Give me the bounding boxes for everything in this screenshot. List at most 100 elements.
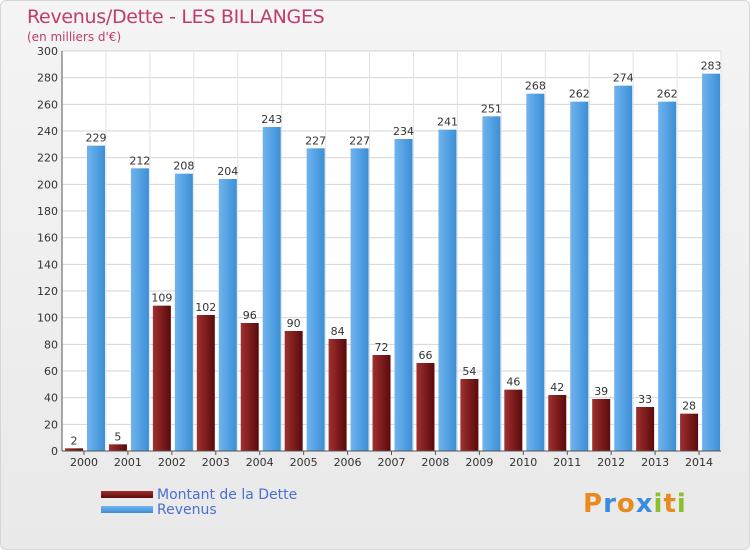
logo-letter: x bbox=[635, 489, 654, 519]
y-tick-label: 120 bbox=[37, 285, 58, 298]
bar-dette bbox=[284, 331, 303, 451]
legend-label-revenus: Revenus bbox=[157, 501, 217, 518]
y-tick-label: 240 bbox=[37, 125, 58, 138]
data-label-dette: 2 bbox=[71, 434, 78, 447]
data-label-revenus: 262 bbox=[569, 88, 590, 101]
data-label-dette: 42 bbox=[550, 381, 564, 394]
proxiti-logo: Proxiti bbox=[583, 489, 687, 519]
bar-dette bbox=[680, 413, 699, 451]
bar-revenus bbox=[658, 101, 677, 452]
bar-revenus bbox=[394, 139, 413, 451]
bar-revenus bbox=[218, 179, 237, 451]
x-tick-label: 2013 bbox=[641, 456, 669, 469]
bar-revenus bbox=[262, 127, 281, 451]
bar-dette bbox=[636, 407, 655, 451]
bar-dette bbox=[328, 339, 347, 451]
data-label-dette: 28 bbox=[682, 400, 696, 413]
x-tick-label: 2012 bbox=[597, 456, 625, 469]
data-label-dette: 84 bbox=[331, 325, 345, 338]
x-tick-label: 2006 bbox=[334, 456, 362, 469]
data-label-dette: 109 bbox=[151, 292, 172, 305]
logo-letter: i bbox=[653, 489, 664, 519]
x-tick-label: 2014 bbox=[685, 456, 713, 469]
logo-letter: i bbox=[676, 489, 687, 519]
x-tick-label: 2008 bbox=[421, 456, 449, 469]
y-tick-label: 60 bbox=[44, 365, 58, 378]
data-label-dette: 90 bbox=[287, 317, 301, 330]
y-tick-label: 260 bbox=[37, 98, 58, 111]
x-tick-label: 2003 bbox=[202, 456, 230, 469]
x-tick-label: 2000 bbox=[70, 456, 98, 469]
data-label-revenus: 241 bbox=[437, 116, 458, 129]
data-label-revenus: 204 bbox=[217, 165, 238, 178]
logo-letter: r bbox=[603, 489, 617, 519]
logo-letter: o bbox=[616, 489, 636, 519]
bar-dette bbox=[152, 305, 171, 451]
bar-dette bbox=[504, 389, 523, 451]
data-label-dette: 54 bbox=[462, 365, 476, 378]
logo-letter: P bbox=[583, 489, 604, 519]
data-label-revenus: 227 bbox=[305, 134, 326, 147]
data-label-dette: 66 bbox=[418, 349, 432, 362]
x-tick-label: 2005 bbox=[290, 456, 318, 469]
legend-item-revenus: Revenus bbox=[101, 502, 297, 517]
chart-subtitle: (en milliers d'€) bbox=[27, 30, 122, 44]
bar-dette bbox=[65, 448, 83, 451]
data-label-revenus: 208 bbox=[173, 160, 194, 173]
data-label-dette: 46 bbox=[506, 376, 520, 389]
legend-label-dette: Montant de la Dette bbox=[157, 486, 298, 503]
bar-revenus bbox=[306, 148, 325, 452]
chart-legend: Montant de la Dette Revenus bbox=[101, 487, 297, 517]
data-label-revenus: 262 bbox=[657, 88, 678, 101]
y-tick-label: 160 bbox=[37, 232, 58, 245]
x-tick-label: 2010 bbox=[509, 456, 537, 469]
y-tick-label: 140 bbox=[37, 258, 58, 271]
y-tick-label: 40 bbox=[44, 392, 58, 405]
data-label-dette: 33 bbox=[638, 393, 652, 406]
data-label-revenus: 274 bbox=[613, 72, 634, 85]
bar-revenus bbox=[174, 173, 193, 451]
x-tick-label: 2011 bbox=[553, 456, 581, 469]
x-tick-label: 2007 bbox=[378, 456, 406, 469]
bar-dette bbox=[460, 379, 479, 451]
y-tick-label: 200 bbox=[37, 178, 58, 191]
bar-revenus bbox=[130, 168, 149, 452]
y-tick-label: 0 bbox=[51, 445, 58, 458]
data-label-dette: 102 bbox=[195, 301, 216, 314]
bar-revenus bbox=[570, 101, 589, 452]
bar-revenus bbox=[702, 73, 721, 452]
bar-dette bbox=[240, 323, 259, 451]
data-label-revenus: 229 bbox=[86, 132, 107, 145]
bar-revenus bbox=[438, 129, 457, 451]
x-tick-label: 2004 bbox=[246, 456, 274, 469]
data-label-revenus: 243 bbox=[261, 113, 282, 126]
bar-dette bbox=[548, 395, 567, 451]
data-label-dette: 96 bbox=[243, 309, 257, 322]
x-tick-label: 2001 bbox=[114, 456, 142, 469]
y-tick-label: 220 bbox=[37, 152, 58, 165]
bar-dette bbox=[416, 363, 435, 451]
data-label-revenus: 268 bbox=[525, 80, 546, 93]
plot-area bbox=[62, 51, 721, 451]
data-label-dette: 5 bbox=[114, 430, 121, 443]
y-tick-label: 280 bbox=[37, 72, 58, 85]
y-tick-label: 180 bbox=[37, 205, 58, 218]
data-label-revenus: 227 bbox=[349, 134, 370, 147]
y-tick-label: 300 bbox=[37, 45, 58, 58]
chart-title: Revenus/Dette - LES BILLANGES bbox=[27, 6, 325, 28]
bar-revenus bbox=[526, 93, 545, 452]
y-tick-label: 80 bbox=[44, 338, 58, 351]
data-label-revenus: 212 bbox=[129, 154, 150, 167]
data-label-dette: 72 bbox=[375, 341, 389, 354]
y-tick-label: 20 bbox=[44, 418, 58, 431]
legend-item-dette: Montant de la Dette bbox=[101, 487, 297, 502]
bar-revenus bbox=[87, 145, 105, 451]
y-tick-label: 100 bbox=[37, 312, 58, 325]
bar-dette bbox=[108, 444, 127, 451]
bar-dette bbox=[196, 315, 215, 451]
data-label-dette: 39 bbox=[594, 385, 608, 398]
bar-dette bbox=[372, 355, 391, 451]
logo-letter: t bbox=[663, 489, 677, 519]
